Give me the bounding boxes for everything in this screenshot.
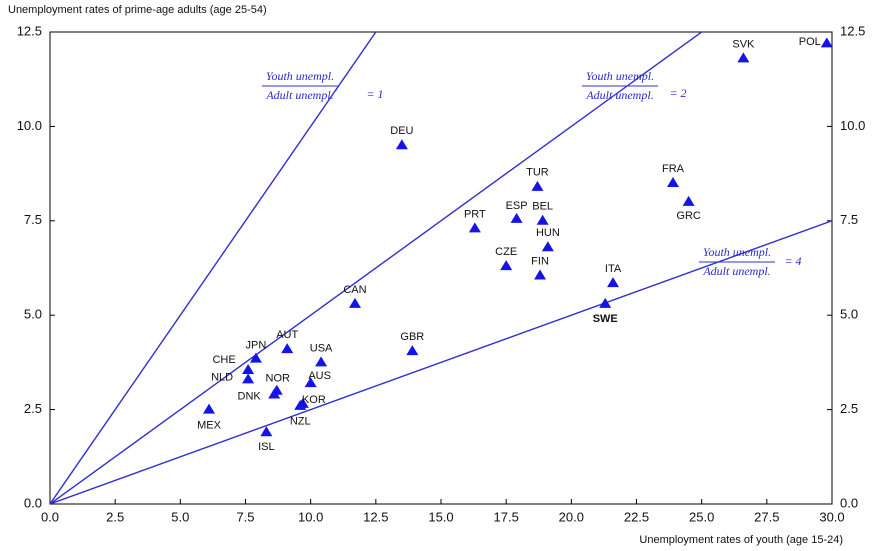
x-tick-label: 20.0	[559, 509, 584, 524]
point-label: TUR	[526, 167, 549, 179]
point-label: KOR	[302, 394, 326, 406]
point-label: AUS	[308, 370, 331, 382]
ratio-denominator: Adult unempl.	[265, 88, 333, 102]
x-tick-label: 17.5	[494, 509, 519, 524]
point-label: GRC	[676, 210, 701, 222]
point	[294, 399, 307, 410]
point	[260, 426, 273, 437]
point-label: POL	[799, 36, 821, 48]
point-label: NOR	[266, 373, 291, 385]
y2-tick-label: 7.5	[840, 212, 858, 227]
x-tick-label: 25.0	[689, 509, 714, 524]
y-tick-label: 10.0	[17, 118, 42, 133]
point	[348, 297, 361, 308]
y2-tick-label: 10.0	[840, 118, 865, 133]
x-tick-label: 12.5	[363, 509, 388, 524]
point	[500, 260, 513, 271]
point-label: CZE	[495, 246, 517, 258]
y-axis-title: Unemployment rates of prime-age adults (…	[8, 4, 267, 16]
point	[666, 177, 679, 188]
point	[242, 363, 255, 374]
point-label: ITA	[605, 263, 622, 275]
point	[304, 377, 317, 388]
ratio-denominator: Adult unempl.	[702, 264, 770, 278]
point-label: ISL	[258, 441, 275, 453]
point-label: SVK	[732, 38, 755, 50]
ratio-line	[50, 32, 703, 504]
x-tick-label: 27.5	[754, 509, 779, 524]
point	[249, 352, 262, 363]
point-label: NLD	[211, 371, 233, 383]
point-label: FRA	[662, 163, 685, 175]
y-tick-label: 12.5	[17, 23, 42, 38]
y2-tick-label: 0.0	[840, 495, 858, 510]
x-axis-title: Unemployment rates of youth (age 15-24)	[639, 534, 843, 546]
point-label: FIN	[531, 255, 549, 267]
ratio-numerator: Youth unempl.	[266, 69, 334, 83]
point	[281, 343, 294, 354]
y2-tick-label: 12.5	[840, 23, 865, 38]
point-label: USA	[310, 342, 333, 354]
ratio-line	[50, 32, 377, 504]
x-tick-label: 0.0	[41, 509, 59, 524]
point-label: CHE	[212, 354, 235, 366]
point	[406, 345, 419, 356]
ratio-label: = 2	[669, 86, 686, 100]
x-tick-label: 2.5	[106, 509, 124, 524]
x-tick-label: 22.5	[624, 509, 649, 524]
x-tick-label: 5.0	[171, 509, 189, 524]
point	[268, 388, 281, 399]
y-tick-label: 5.0	[24, 307, 42, 322]
point-label: ESP	[506, 200, 528, 212]
x-tick-label: 30.0	[819, 509, 844, 524]
point-label: HUN	[536, 227, 560, 239]
point-label: GBR	[400, 331, 424, 343]
ratio-numerator: Youth unempl.	[703, 245, 771, 259]
point-label: PRT	[464, 208, 486, 220]
point	[531, 180, 544, 191]
point	[820, 37, 833, 48]
ratio-line	[50, 220, 832, 504]
point-label: NZL	[290, 416, 311, 428]
point	[510, 212, 523, 223]
point	[536, 214, 549, 225]
point-label: DEU	[390, 125, 413, 137]
ratio-denominator: Adult unempl.	[585, 88, 653, 102]
x-tick-label: 15.0	[428, 509, 453, 524]
point	[682, 195, 695, 206]
point	[468, 222, 481, 233]
point	[541, 241, 554, 252]
point	[242, 373, 255, 384]
point	[534, 269, 547, 280]
point-label: DNK	[238, 390, 262, 402]
y-tick-label: 0.0	[24, 495, 42, 510]
ratio-label: = 1	[366, 87, 383, 101]
y2-tick-label: 2.5	[840, 401, 858, 416]
y-tick-label: 7.5	[24, 212, 42, 227]
reference-lines	[50, 32, 832, 504]
point	[737, 52, 750, 63]
point-label: CAN	[343, 284, 366, 296]
point-label: JPN	[246, 340, 267, 352]
point	[599, 297, 612, 308]
point	[607, 277, 620, 288]
x-tick-label: 10.0	[298, 509, 323, 524]
point-label: AUT	[276, 329, 298, 341]
x-tick-label: 7.5	[236, 509, 254, 524]
y2-tick-label: 5.0	[840, 307, 858, 322]
point	[395, 139, 408, 150]
ratio-label: = 4	[784, 254, 801, 268]
point-label: BEL	[532, 201, 553, 213]
point	[203, 403, 216, 414]
ratio-numerator: Youth unempl.	[586, 69, 654, 83]
point	[315, 356, 328, 367]
point-label: MEX	[197, 420, 222, 432]
y-tick-label: 2.5	[24, 401, 42, 416]
point-label: SWE	[593, 313, 618, 325]
